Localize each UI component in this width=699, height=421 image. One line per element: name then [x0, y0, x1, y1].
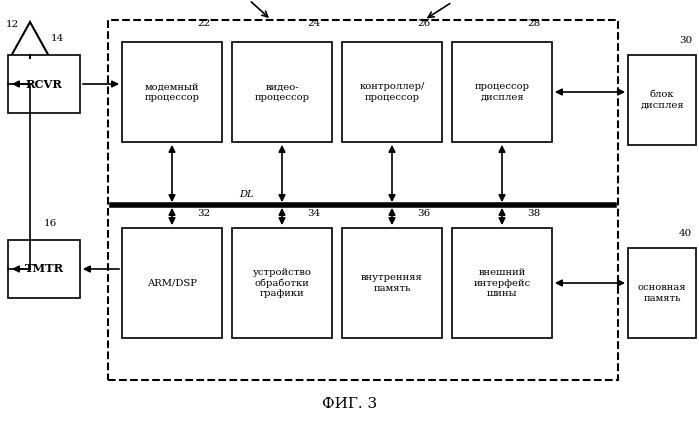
Text: DL: DL: [239, 190, 254, 199]
Bar: [628, 248, 696, 338]
Text: 12: 12: [6, 20, 20, 29]
Text: блок
дисплея: блок дисплея: [640, 90, 684, 110]
Text: 22: 22: [197, 19, 210, 28]
Text: 34: 34: [307, 209, 320, 218]
Text: 26: 26: [417, 19, 431, 28]
Text: 38: 38: [527, 209, 540, 218]
Bar: [8, 240, 80, 298]
Bar: [122, 42, 222, 142]
Bar: [452, 42, 552, 142]
Text: модемный
процессор: модемный процессор: [145, 82, 199, 102]
Text: внутренняя
память: внутренняя память: [361, 273, 423, 293]
Text: видео-
процессор: видео- процессор: [254, 82, 310, 102]
Text: 14: 14: [51, 34, 64, 43]
Text: 28: 28: [527, 19, 540, 28]
Bar: [108, 20, 618, 380]
Text: RCVR: RCVR: [26, 78, 62, 90]
Text: 32: 32: [197, 209, 210, 218]
Text: устройство
обработки
графики: устройство обработки графики: [252, 268, 312, 298]
Bar: [232, 228, 332, 338]
Bar: [232, 42, 332, 142]
Text: 24: 24: [307, 19, 320, 28]
Text: TMTR: TMTR: [24, 264, 64, 274]
Bar: [8, 55, 80, 113]
Text: 16: 16: [44, 219, 57, 228]
Text: внешний
интерфейс
шины: внешний интерфейс шины: [473, 268, 531, 298]
Text: 40: 40: [679, 229, 692, 238]
Text: ARM/DSP: ARM/DSP: [147, 279, 197, 288]
Text: контроллер/
процессор: контроллер/ процессор: [359, 82, 425, 102]
Text: 36: 36: [417, 209, 431, 218]
Bar: [342, 42, 442, 142]
Text: 20: 20: [445, 0, 459, 2]
Bar: [122, 228, 222, 338]
Bar: [628, 55, 696, 145]
Bar: [452, 228, 552, 338]
Bar: [342, 228, 442, 338]
Text: процессор
дисплея: процессор дисплея: [475, 82, 530, 102]
Text: ФИГ. 3: ФИГ. 3: [322, 397, 377, 411]
Text: 30: 30: [679, 36, 692, 45]
Text: основная
память: основная память: [637, 283, 686, 303]
